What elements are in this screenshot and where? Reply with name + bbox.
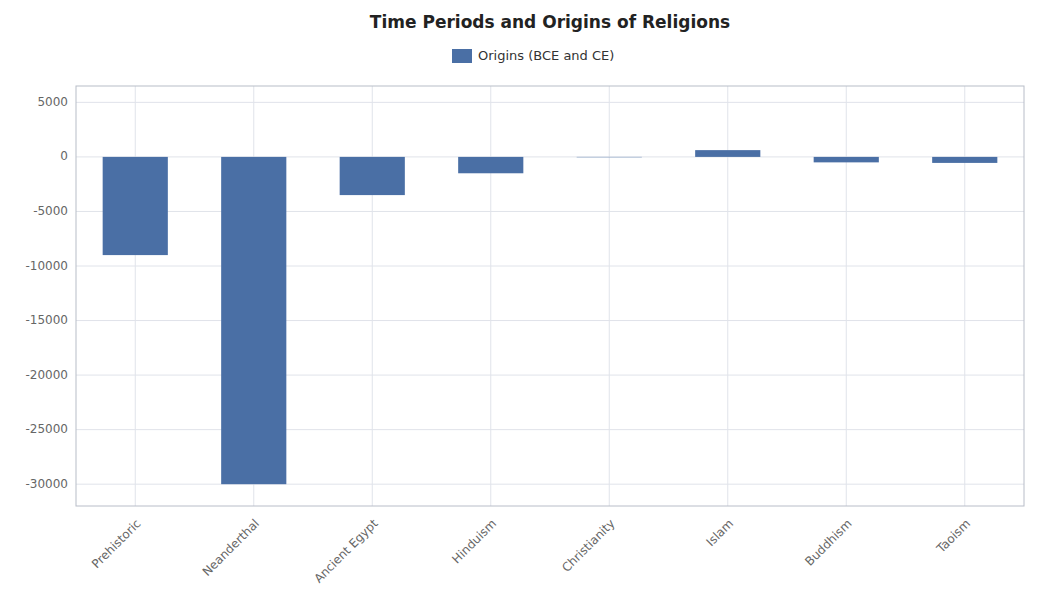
chart: 5000 0 -5000 -10000 -15000 -20000 -25000 -30000… [0,0,1048,616]
bar [458,157,523,173]
grid-line-x [609,86,610,506]
bar [103,157,168,255]
grid-line-x [846,86,847,506]
y-tick-label: -10000 [25,259,68,273]
grid-line-y [76,156,1024,157]
grid-line-y [76,266,1024,267]
grid-line-y [76,211,1024,212]
bars [103,150,998,484]
x-tick-label: Prehistoric [89,516,144,571]
y-tick-label: 5000 [37,95,68,109]
y-tick-label: -25000 [25,422,68,436]
y-tick-label: 0 [60,149,68,163]
x-tick-label: Christianity [559,516,617,574]
grid-line-x [727,86,728,506]
bar [932,157,997,163]
legend-swatch [452,49,472,63]
bar [577,156,642,157]
x-axis: Prehistoric Neanderthal Ancient Egypt Hindu… [89,516,973,585]
y-tick-label: -20000 [25,368,68,382]
x-tick-label: Islam [703,516,736,549]
bar [814,157,879,162]
x-tick-label: Taoism [933,516,973,556]
grid-line-y [76,102,1024,103]
grid-line-y [76,375,1024,376]
y-tick-label: -15000 [25,313,68,327]
grid-line-y [76,320,1024,321]
grid-line-x [490,86,491,506]
grid-line-y [76,484,1024,485]
legend: Origins (BCE and CE) [452,48,614,64]
x-tick-label: Neanderthal [200,516,262,578]
title: Time Periods and Origins of Religions [370,12,730,32]
x-tick-label: Buddhism [802,516,854,568]
grid [76,86,1024,506]
x-tick-label: Hinduism [449,516,499,566]
grid-line-x [964,86,965,506]
grid-line-x [135,86,136,506]
grid-line-x [372,86,373,506]
x-tick-label: Ancient Egypt [311,516,380,585]
y-axis: 5000 0 -5000 -10000 -15000 -20000 -25000 -30000 [25,95,68,491]
plot-frame [76,86,1024,506]
bar [695,150,760,157]
y-tick-label: -5000 [33,204,68,218]
legend-label: Origins (BCE and CE) [478,48,614,63]
grid-line-y [76,429,1024,430]
y-tick-label: -30000 [25,477,68,491]
bar [221,157,286,484]
bar [340,157,405,195]
